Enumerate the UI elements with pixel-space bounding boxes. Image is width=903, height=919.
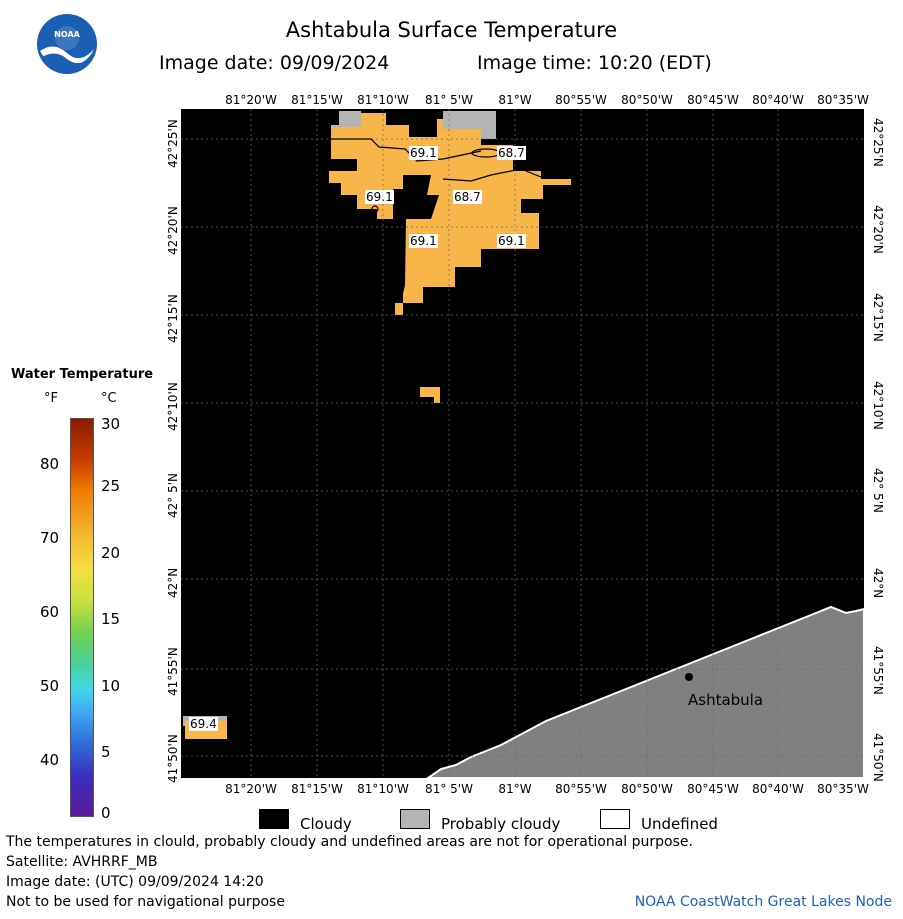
lon-label: 80°45'W [687, 93, 739, 107]
footer-image-date: Image date: (UTC) 09/09/2024 14:20 [6, 874, 264, 890]
c-tick: 30 [101, 415, 121, 433]
c-tick: 10 [101, 677, 121, 695]
cloudy-swatch [259, 809, 289, 829]
unit-fahrenheit: °F [44, 391, 58, 406]
lon-label: 81°15'W [291, 782, 343, 796]
lon-label: 81°10'W [357, 93, 409, 107]
footer-disclaimer: The temperatures in clould, probably clo… [6, 834, 693, 850]
lon-label: 80°35'W [817, 93, 869, 107]
undefined-label: Undefined [641, 815, 718, 833]
temp-label: 69.4 [189, 717, 218, 731]
undefined-swatch [600, 809, 630, 829]
lat-label: 42°10'N [871, 381, 885, 430]
temp-label: 69.1 [409, 146, 438, 160]
lat-label: 41°55'N [166, 647, 180, 696]
logo-text: NOAA [54, 30, 80, 39]
lon-label: 80°55'W [555, 93, 607, 107]
lat-label: 42°20'N [871, 205, 885, 254]
lat-label: 41°50'N [871, 733, 885, 782]
lat-label: 42°N [166, 567, 180, 598]
lat-label: 42°15'N [166, 294, 180, 343]
lat-label: 42° 5'N [871, 468, 885, 513]
f-tick: 80 [40, 455, 60, 473]
legend-title: Water Temperature [11, 367, 154, 382]
lon-label: 80°55'W [555, 782, 607, 796]
lon-label: 81° 5'W [425, 782, 473, 796]
footer-satellite: Satellite: AVHRRF_MB [6, 854, 158, 870]
lon-label: 80°50'W [621, 93, 673, 107]
lat-label: 42°25'N [871, 118, 885, 167]
lat-label: 42°10'N [166, 382, 180, 431]
lat-label: 42° 5'N [166, 473, 180, 518]
color-scale-bar [70, 418, 94, 817]
temp-label: 69.1 [497, 234, 526, 248]
temp-label: 68.7 [497, 146, 526, 160]
lon-label: 80°40'W [752, 93, 804, 107]
f-tick: 50 [40, 677, 60, 695]
land-area [426, 605, 864, 778]
f-tick: 40 [40, 751, 60, 769]
lon-label: 81°15'W [291, 93, 343, 107]
probably-cloudy-label: Probably cloudy [441, 815, 561, 833]
lat-label: 41°55'N [871, 646, 885, 695]
c-tick: 15 [101, 610, 121, 628]
temp-label: 69.1 [409, 234, 438, 248]
lon-label: 81°W [498, 93, 532, 107]
lon-label: 81°W [498, 782, 532, 796]
warm-water-patch [420, 387, 440, 403]
lat-label: 42°25'N [166, 119, 180, 168]
lon-label: 80°35'W [817, 782, 869, 796]
page-title: Ashtabula Surface Temperature [285, 18, 618, 42]
credit-text: NOAA CoastWatch Great Lakes Node [634, 894, 892, 910]
temp-label: 69.1 [365, 190, 394, 204]
image-date: Image date: 09/09/2024 [159, 52, 390, 74]
lat-label: 42°20'N [166, 206, 180, 255]
lon-label: 81°20'W [225, 782, 277, 796]
graticule [181, 109, 864, 778]
image-time: Image time: 10:20 (EDT) [477, 52, 712, 74]
noaa-logo: NOAA [37, 14, 97, 74]
place-label: Ashtabula [688, 691, 764, 709]
lon-label: 81°10'W [357, 782, 409, 796]
footer-nav-warning: Not to be used for navigational purpose [6, 894, 285, 910]
f-tick: 70 [40, 529, 60, 547]
isotherms [331, 138, 542, 213]
lon-label: 80°45'W [687, 782, 739, 796]
f-tick: 60 [40, 603, 60, 621]
probably-cloudy-swatch [400, 809, 430, 829]
lon-label: 81°20'W [225, 93, 277, 107]
lon-label: 80°40'W [752, 782, 804, 796]
c-tick: 5 [101, 743, 111, 761]
lat-label: 42°N [871, 568, 885, 599]
lon-label: 80°50'W [621, 782, 673, 796]
warm-water-area [329, 113, 571, 315]
temp-label: 68.7 [453, 190, 482, 204]
c-tick: 0 [101, 804, 111, 822]
place-marker-icon [685, 673, 693, 681]
unit-celsius: °C [101, 391, 117, 406]
lon-label: 81° 5'W [425, 93, 473, 107]
lat-label: 41°50'N [166, 734, 180, 783]
c-tick: 25 [101, 477, 121, 495]
cloudy-label: Cloudy [300, 815, 352, 833]
c-tick: 20 [101, 544, 121, 562]
sst-map[interactable] [181, 109, 864, 778]
lat-label: 42°15'N [871, 293, 885, 342]
